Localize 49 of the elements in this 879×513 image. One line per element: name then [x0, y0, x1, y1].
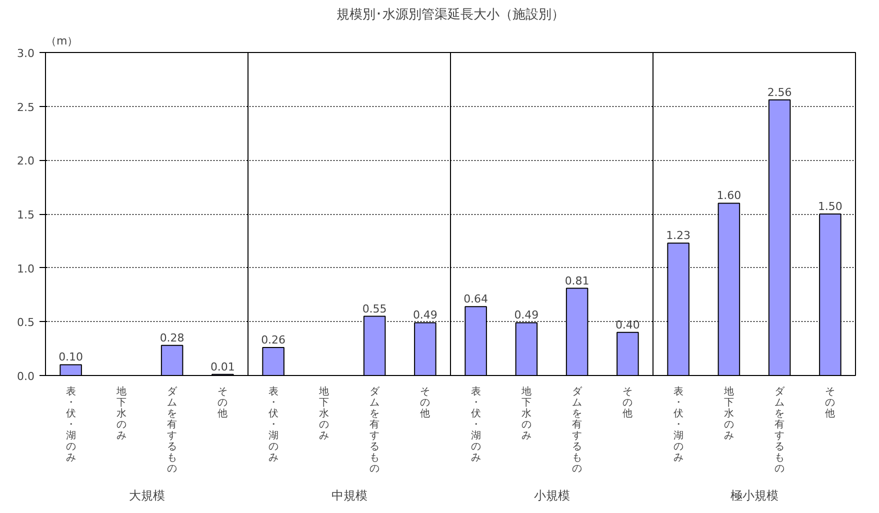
- y-tick-label: 1.0: [17, 262, 35, 276]
- text: 中規模: [331, 488, 368, 502]
- y-tick-label: 2.5: [17, 100, 35, 114]
- x-tick-label: ダムを有するもの: [774, 386, 786, 474]
- data-label: 0.28: [160, 331, 184, 344]
- x-tick-label: その他: [420, 386, 430, 420]
- x-tick-label: 地下水のみ: [722, 386, 734, 442]
- data-label: 0.10: [58, 350, 84, 364]
- x-tick-label: 表・伏・湖のみ: [470, 386, 481, 464]
- y-tick-label: 2.0: [17, 154, 35, 168]
- text: 大規模: [128, 488, 165, 502]
- x-tick-label: 表・伏・湖のみ: [66, 386, 76, 464]
- y-tick-label: 0.5: [17, 316, 35, 330]
- bar: [60, 364, 82, 376]
- x-tick-label: ダムを有するもの: [370, 386, 381, 474]
- bar: [262, 347, 284, 376]
- data-label: 2.56: [767, 86, 792, 99]
- bar: [363, 316, 386, 376]
- data-label: 0.26: [261, 334, 286, 347]
- bar: [160, 344, 184, 376]
- text: 小規模: [534, 488, 570, 502]
- data-label: 0.01: [210, 360, 235, 374]
- x-tick-label: ダムを有するもの: [167, 386, 178, 474]
- bar: [768, 99, 791, 376]
- data-label: 0.49: [514, 308, 539, 322]
- data-label: 0.81: [564, 274, 590, 288]
- data-label: 0.49: [412, 308, 438, 322]
- y-axis-title: （m）: [46, 34, 78, 48]
- data-label: 1.23: [666, 229, 691, 242]
- bar: [616, 332, 639, 376]
- x-tick-label: 表・伏・湖のみ: [673, 386, 684, 464]
- x-tick-label: 表・伏・湖のみ: [268, 386, 278, 464]
- data-label: 0.55: [362, 302, 387, 316]
- x-tick-label: その他: [622, 386, 633, 420]
- chart-title: 規模別･水源別管渠延長大小（施設別）: [336, 8, 564, 22]
- data-label: 0.64: [464, 292, 488, 306]
- data-label: 0.40: [615, 318, 640, 332]
- data-label: 1.60: [716, 189, 742, 202]
- x-tick-label: 地下水のみ: [115, 386, 126, 442]
- data-label: 1.50: [818, 200, 842, 213]
- x-tick-label: その他: [218, 386, 228, 420]
- x-tick-label: 地下水のみ: [318, 386, 329, 442]
- y-tick-label: 3.0: [17, 47, 35, 60]
- x-tick-label: ダムを有するもの: [572, 386, 584, 474]
- x-tick-label: 地下水のみ: [520, 386, 532, 442]
- x-tick-label: その他: [825, 386, 836, 420]
- text: 極小規模: [730, 488, 778, 502]
- y-tick-label: 0.0: [17, 370, 35, 383]
- y-tick-label: 1.5: [17, 208, 35, 222]
